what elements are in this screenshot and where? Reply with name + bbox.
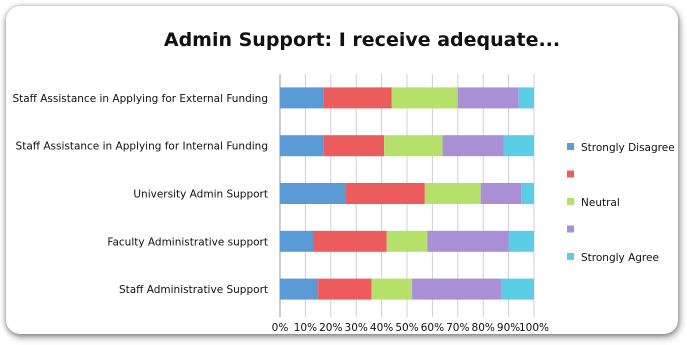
category-label: Staff Administrative Support bbox=[119, 284, 268, 296]
legend-label: Strongly Disagree bbox=[581, 142, 675, 154]
bar-segment bbox=[427, 230, 509, 252]
bar-segment bbox=[386, 230, 428, 252]
bar-segment bbox=[318, 278, 372, 300]
chart-title: Admin Support: I receive adequate... bbox=[164, 29, 560, 51]
legend-swatch bbox=[567, 170, 574, 178]
legend-swatch bbox=[567, 225, 574, 233]
legend-label: Neutral bbox=[581, 197, 620, 209]
x-tick-label: 0% bbox=[272, 322, 289, 334]
x-tick-label: 40% bbox=[370, 322, 393, 334]
bar-series bbox=[280, 87, 534, 300]
legend-swatch bbox=[567, 253, 574, 260]
bar-segment bbox=[391, 87, 458, 109]
bar-segment bbox=[280, 183, 347, 204]
bar-segment bbox=[412, 278, 501, 300]
bar-segment bbox=[371, 278, 413, 300]
category-label: Staff Assistance in Applying for Interna… bbox=[16, 141, 268, 153]
bar-segment bbox=[503, 135, 534, 157]
bar-segment bbox=[384, 135, 443, 157]
bar-segment bbox=[500, 278, 534, 300]
x-tick-label: 50% bbox=[395, 322, 418, 334]
x-tick-label: 80% bbox=[472, 322, 495, 334]
x-axis-ticks: 0% 10% 20% 30% 40% 50% 60% 70% 80% 90%100% bbox=[272, 322, 549, 334]
x-tick-label: 70% bbox=[446, 322, 469, 334]
bar-segment bbox=[480, 183, 522, 204]
x-tick-label: 10% bbox=[294, 322, 317, 334]
legend-swatch bbox=[567, 143, 574, 150]
bar-segment bbox=[323, 135, 385, 157]
bar-segment bbox=[346, 183, 425, 204]
category-label: University Admin Support bbox=[133, 189, 268, 201]
bar-segment bbox=[280, 135, 324, 157]
legend-swatch bbox=[567, 198, 574, 205]
bar-segment bbox=[323, 87, 392, 109]
bar-segment bbox=[280, 278, 319, 300]
x-tick-label: 20% bbox=[319, 322, 342, 334]
x-tick-label: 90% bbox=[497, 322, 520, 334]
bar-segment bbox=[313, 230, 387, 252]
x-tick-label: 100% bbox=[519, 322, 549, 334]
bar-segment bbox=[424, 183, 481, 204]
bar-segment bbox=[442, 135, 504, 157]
x-tick-label: 60% bbox=[421, 322, 444, 334]
legend-label: Strongly Agree bbox=[581, 252, 659, 264]
legend: Strongly Disagree Neutral Strongly Agree bbox=[567, 142, 675, 264]
category-label: Faculty Administrative support bbox=[107, 236, 268, 248]
bar-segment bbox=[508, 230, 534, 252]
x-tick-label: 30% bbox=[345, 322, 368, 334]
category-labels: Staff Assistance in Applying for Externa… bbox=[12, 93, 268, 296]
bar-segment bbox=[280, 87, 324, 109]
bar-segment bbox=[518, 87, 534, 109]
bar-segment bbox=[280, 230, 314, 252]
bar-segment bbox=[521, 183, 534, 204]
category-label: Staff Assistance in Applying for Externa… bbox=[12, 93, 268, 105]
bar-segment bbox=[457, 87, 519, 109]
